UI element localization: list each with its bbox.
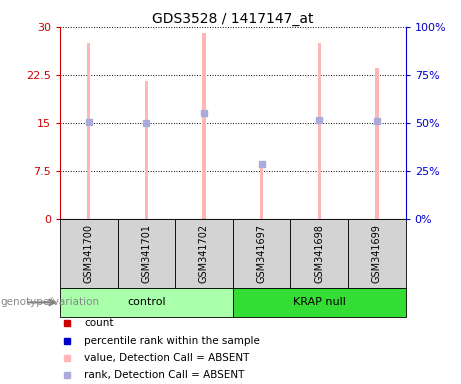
Bar [290, 219, 348, 288]
Text: control: control [127, 297, 165, 308]
Bar [60, 288, 233, 317]
Bar [60, 219, 118, 288]
Bar [260, 164, 263, 219]
Bar [233, 288, 406, 317]
Text: genotype/variation: genotype/variation [0, 297, 99, 308]
Text: KRAP null: KRAP null [293, 297, 346, 308]
Text: GSM341699: GSM341699 [372, 224, 382, 283]
Text: value, Detection Call = ABSENT: value, Detection Call = ABSENT [84, 353, 249, 363]
Bar [348, 219, 406, 288]
Bar [233, 219, 290, 288]
Text: GSM341702: GSM341702 [199, 224, 209, 283]
Text: GSM341700: GSM341700 [84, 224, 94, 283]
Bar [202, 33, 206, 219]
Bar [87, 43, 90, 219]
Text: GSM341698: GSM341698 [314, 224, 324, 283]
Title: GDS3528 / 1417147_at: GDS3528 / 1417147_at [152, 12, 313, 26]
Text: GSM341697: GSM341697 [257, 224, 266, 283]
Text: GSM341701: GSM341701 [142, 224, 151, 283]
Bar [145, 81, 148, 219]
Bar [175, 219, 233, 288]
Bar [318, 43, 321, 219]
Text: count: count [84, 318, 113, 328]
Text: rank, Detection Call = ABSENT: rank, Detection Call = ABSENT [84, 370, 244, 380]
Bar [118, 219, 175, 288]
Bar [375, 68, 378, 219]
Text: percentile rank within the sample: percentile rank within the sample [84, 336, 260, 346]
